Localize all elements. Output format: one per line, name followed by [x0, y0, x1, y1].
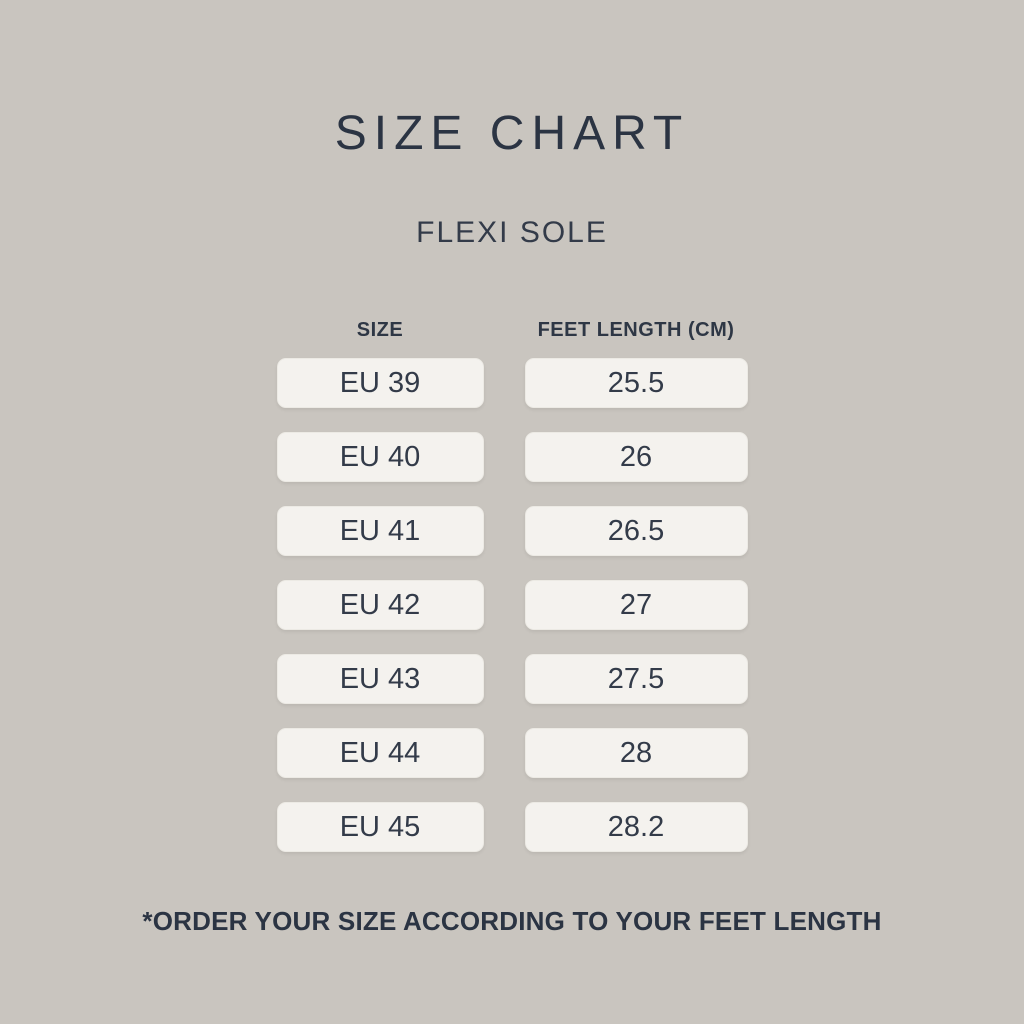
table-row: EU 44 28 — [276, 728, 748, 778]
size-cell: EU 45 — [276, 802, 484, 852]
page-title: SIZE CHART — [334, 107, 690, 160]
size-cell: EU 41 — [276, 506, 484, 556]
footnote: *ORDER YOUR SIZE ACCORDING TO YOUR FEET … — [142, 906, 882, 936]
feet-length-cell: 25.5 — [524, 358, 748, 408]
page-subtitle: FLEXI SOLE — [416, 216, 608, 249]
table-row: EU 41 26.5 — [276, 506, 748, 556]
feet-length-cell: 28.2 — [524, 802, 748, 852]
table-row: EU 39 25.5 — [276, 358, 748, 408]
table-row: EU 42 27 — [276, 580, 748, 630]
column-header-feet-length: FEET LENGTH (CM) — [537, 319, 735, 341]
table-row: EU 40 26 — [276, 432, 748, 482]
table-row: EU 45 28.2 — [276, 802, 748, 852]
size-cell: EU 39 — [276, 358, 484, 408]
feet-length-cell: 26.5 — [524, 506, 748, 556]
size-cell: EU 43 — [276, 654, 484, 704]
feet-length-cell: 27.5 — [524, 654, 748, 704]
feet-length-cell: 27 — [524, 580, 748, 630]
column-header-size: SIZE — [356, 319, 404, 341]
size-cell: EU 42 — [276, 580, 484, 630]
feet-length-cell: 28 — [524, 728, 748, 778]
table-body: EU 39 25.5 EU 40 26 EU 41 26.5 EU 42 27 … — [276, 358, 748, 852]
size-table: SIZE FEET LENGTH (CM) EU 39 25.5 EU 40 2… — [276, 318, 748, 852]
table-header-row: SIZE FEET LENGTH (CM) — [277, 318, 748, 342]
feet-length-cell: 26 — [524, 432, 748, 482]
size-cell: EU 44 — [276, 728, 484, 778]
table-row: EU 43 27.5 — [276, 654, 748, 704]
size-cell: EU 40 — [276, 432, 484, 482]
